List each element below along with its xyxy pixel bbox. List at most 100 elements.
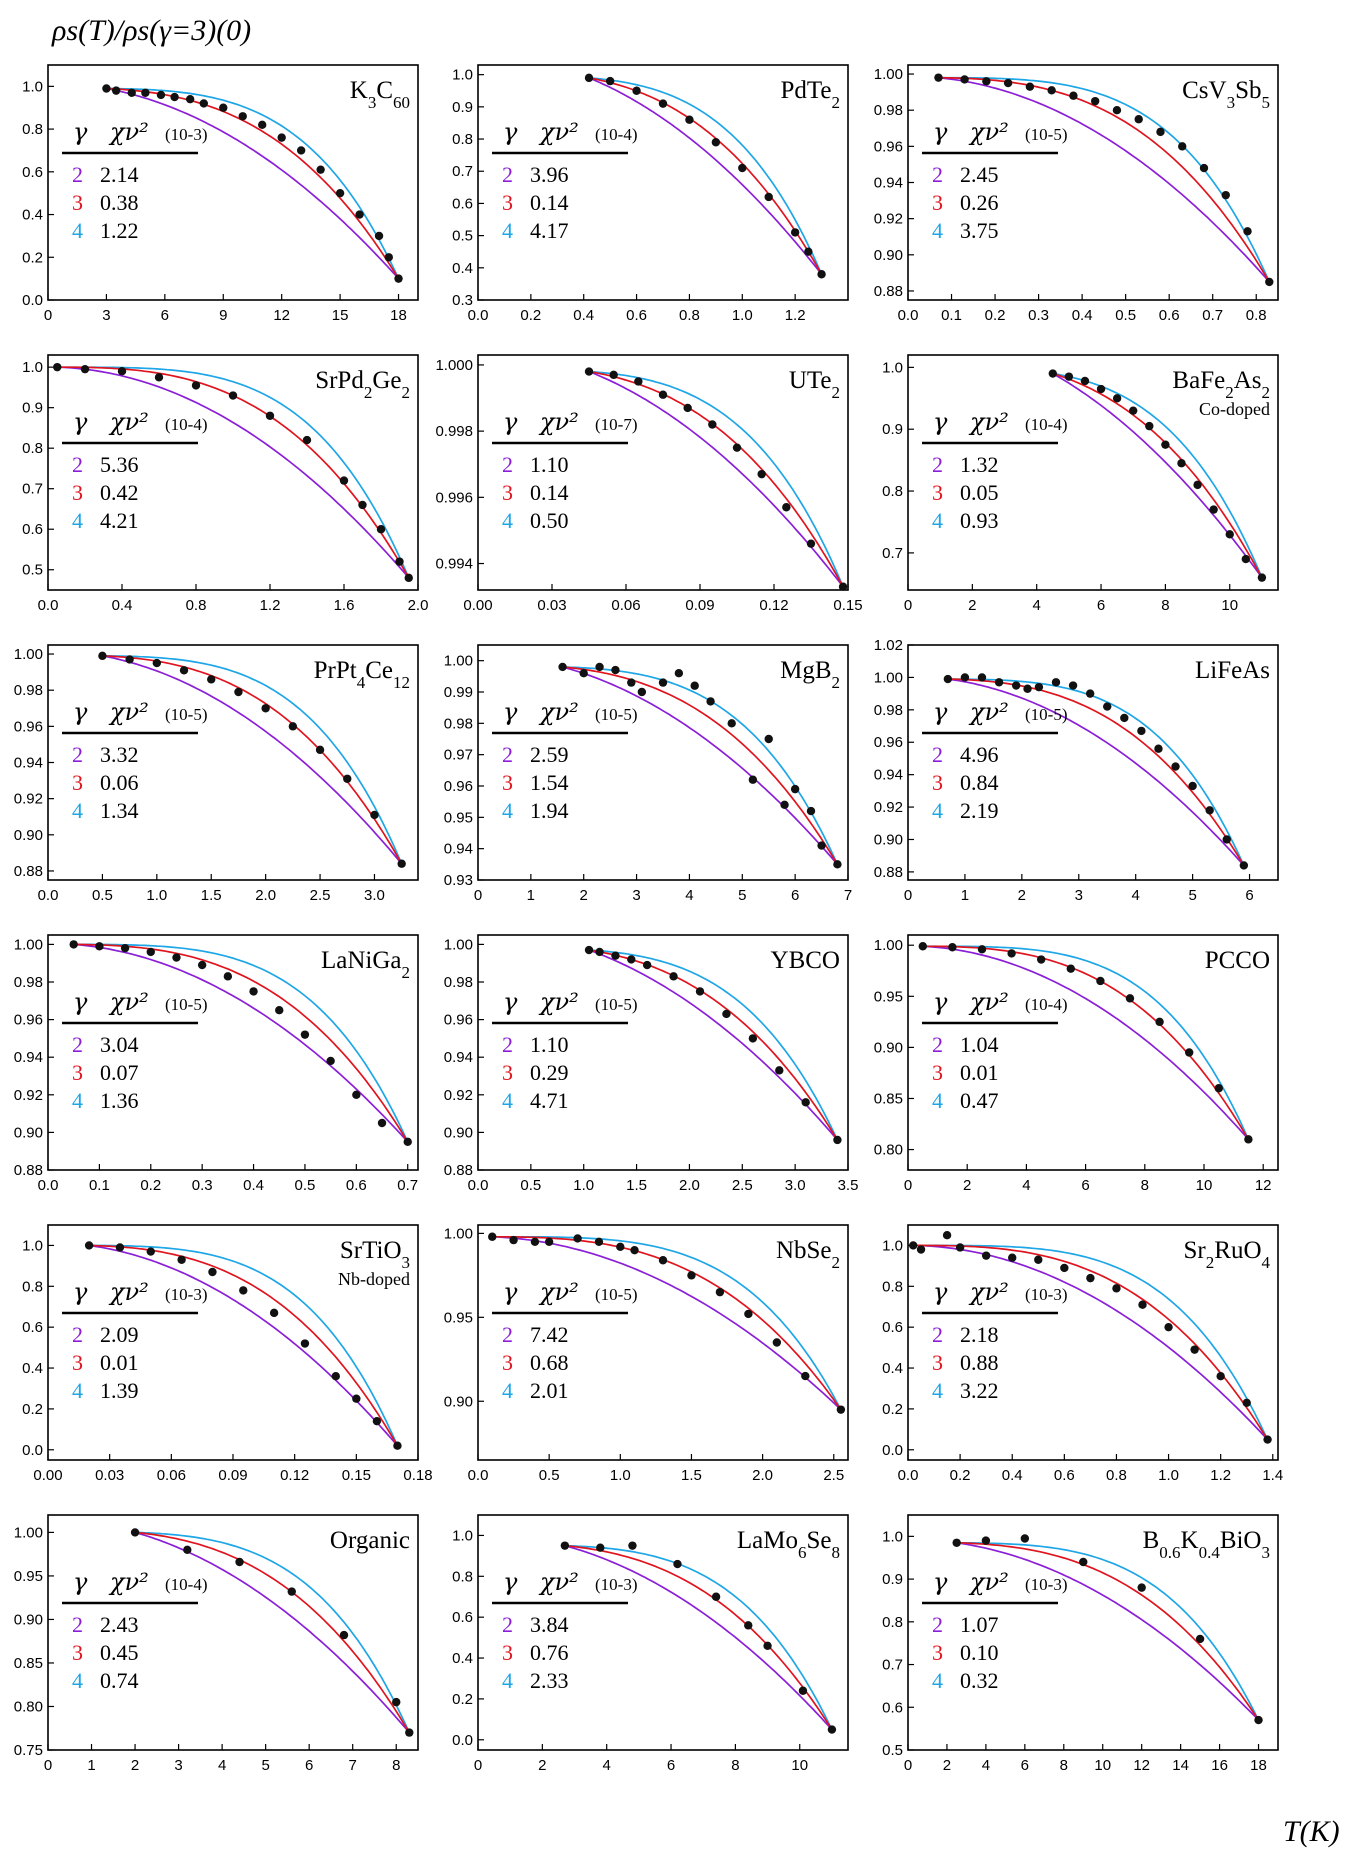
y-tick-label: 0.90 [874,831,903,848]
data-point [611,665,620,675]
y-tick-label: 0.98 [14,974,43,991]
chi-value: 0.10 [960,1640,999,1665]
data-point [782,503,791,512]
y-tick-label: 0.96 [874,138,903,155]
data-point [1080,376,1090,386]
chi-exponent: (10-3) [165,125,207,144]
y-tick-label: 0.96 [444,778,473,795]
x-tick-label: 0.2 [985,307,1006,324]
data-point [764,734,773,744]
data-point [658,678,668,687]
y-tick-label: 0.2 [22,249,43,266]
x-tick-label: 2 [963,1177,971,1194]
panel-13: 0.0 0.5 1.0 1.5 2.0 2.5 0.90 0.95 1.00 NbSe2 γ χν² (… [444,1224,849,1484]
chi-value: 3.32 [100,742,139,767]
data-point [185,94,195,104]
data-point [1145,421,1154,431]
data-point [191,381,201,390]
plot-frame [907,934,1279,1171]
data-point [1241,554,1251,564]
y-tick-label: 0.90 [444,1124,473,1141]
chi-value: 1.34 [100,798,139,823]
fit-curve-gamma-4 [588,77,823,275]
chi-exponent: (10-5) [595,995,637,1014]
y-tick-label: 0.88 [14,863,43,880]
y-tick-label: 0.0 [882,1442,903,1459]
fit-curve-gamma-2 [922,945,1250,1140]
x-tick-label: 0.6 [626,307,647,324]
data-point [775,1066,784,1075]
chi-value: 2.14 [100,162,139,187]
x-tick-label: 2 [1018,887,1026,904]
gamma-header: γ [73,1568,88,1596]
data-point [488,1232,497,1241]
fit-curve-gamma-3 [89,1244,399,1447]
data-point [98,651,107,661]
x-tick-label: 1 [527,887,535,904]
y-tick-label: 1.0 [452,1527,473,1544]
chi-header: χν² [968,698,1009,726]
chi-value: 1.07 [960,1612,999,1637]
x-tick-label: 3 [632,887,640,904]
y-tick-label: 0.98 [874,702,903,719]
x-tick-label: 0.5 [1115,307,1136,324]
x-tick-label: 8 [1161,597,1169,614]
x-tick-label: 0.00 [33,1467,62,1484]
gamma-value: 2 [502,1032,513,1057]
fit-curve-gamma-3 [562,666,839,865]
gamma-value: 3 [932,770,943,795]
gamma-header: γ [503,1568,518,1596]
x-tick-label: 0.4 [573,307,594,324]
chi-value: 1.04 [960,1032,999,1057]
x-tick-label: 1.2 [785,307,806,324]
y-tick-label: 0.9 [22,400,43,417]
gamma-value: 2 [932,1032,943,1057]
y-tick-label: 0.4 [22,1360,43,1377]
y-tick-label: 0.98 [14,682,43,699]
x-tick-label: 18 [1250,1757,1267,1774]
chi-header: χν² [108,118,149,146]
data-point [628,1541,637,1550]
data-point [392,1697,401,1707]
y-tick-label: 1.00 [874,937,903,954]
data-point [1020,1534,1030,1543]
x-tick-label: 0.0 [468,1177,489,1194]
chi-value: 0.05 [960,480,999,505]
data-point [658,1256,668,1265]
y-tick-label: 1.000 [435,357,473,374]
x-tick-label: 2.0 [679,1177,700,1194]
panel-16: 0 2 4 6 8 10 0.0 0.2 0.4 0.6 0.8 1.0 LaMo6Se8 γ χν² (10… [452,1514,849,1774]
y-tick-label: 1.00 [444,1225,473,1242]
data-point [1190,1345,1199,1354]
data-point [183,1545,192,1555]
data-point [722,1009,731,1019]
x-tick-label: 1.2 [1210,1467,1231,1484]
plot-frame [907,644,1279,881]
gamma-value: 3 [502,190,513,215]
gamma-header: γ [503,1278,518,1306]
data-point [595,947,604,957]
x-tick-label: 1.5 [681,1467,702,1484]
data-point [748,1034,758,1043]
panel-subtitle: Co-doped [1199,399,1270,419]
fit-curve-gamma-2 [106,87,400,280]
y-tick-label: 0.92 [444,1087,473,1104]
gamma-header: γ [933,408,948,436]
x-tick-label: 0.12 [759,597,788,614]
chi-value: 0.84 [960,770,999,795]
panel-title: PrPt4Ce12 [314,657,410,692]
gamma-header: γ [503,988,518,1016]
gamma-value: 4 [932,508,943,533]
x-tick-label: 0.0 [898,1467,919,1484]
data-point [1129,406,1138,415]
x-tick-label: 5 [738,887,746,904]
data-point [258,120,267,130]
data-point [1185,1048,1194,1057]
x-tick-label: 1.0 [610,1467,631,1484]
fit-curve-gamma-4 [492,1235,842,1411]
gamma-header: γ [503,698,518,726]
chi-value: 0.45 [100,1640,139,1665]
data-point [1244,1135,1253,1144]
x-tick-label: 0 [904,1757,912,1774]
x-tick-label: 0.4 [1002,1467,1023,1484]
